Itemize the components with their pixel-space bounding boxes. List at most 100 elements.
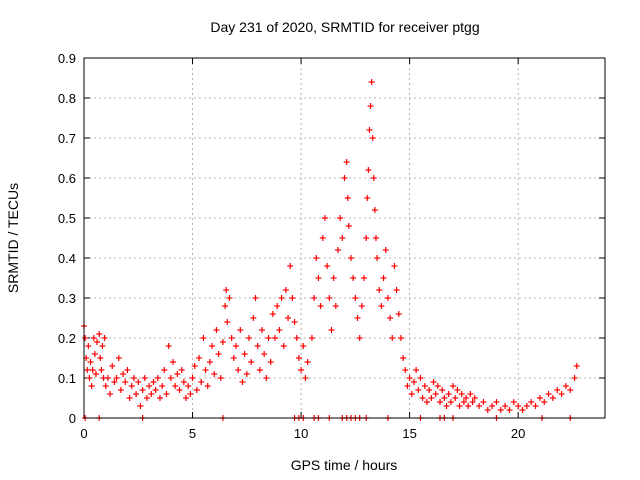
data-point — [434, 383, 441, 389]
data-point — [450, 383, 457, 389]
data-point — [337, 215, 344, 221]
data-point — [471, 395, 478, 401]
data-point — [311, 295, 318, 301]
data-point — [380, 275, 387, 281]
data-point — [532, 403, 539, 409]
data-point — [302, 375, 309, 381]
data-point — [343, 159, 350, 165]
data-point — [558, 391, 565, 397]
data-point — [549, 395, 556, 401]
data-point — [96, 331, 103, 337]
data-point — [235, 367, 242, 373]
data-point — [408, 391, 415, 397]
data-point — [376, 287, 383, 293]
data-point — [371, 207, 378, 213]
data-point — [413, 367, 420, 373]
data-point — [393, 287, 400, 293]
data-point — [363, 235, 370, 241]
grid — [84, 58, 605, 418]
plot-frame — [83, 57, 606, 419]
data-point — [163, 391, 170, 397]
data-point — [215, 351, 222, 357]
data-point — [445, 391, 452, 397]
data-point — [562, 383, 569, 389]
data-point — [97, 355, 104, 361]
data-point — [211, 371, 218, 377]
data-point — [241, 351, 248, 357]
data-point — [124, 367, 131, 373]
x-tick-label: 15 — [402, 426, 416, 441]
data-point — [334, 247, 341, 253]
data-point — [298, 367, 305, 373]
data-point — [441, 395, 448, 401]
data-point — [536, 395, 543, 401]
data-point — [374, 255, 381, 261]
data-point — [245, 335, 252, 341]
x-tick-label: 20 — [511, 426, 525, 441]
data-point — [426, 387, 433, 393]
data-point — [200, 335, 207, 341]
data-point — [154, 375, 161, 381]
data-point — [263, 375, 270, 381]
data-point — [352, 295, 359, 301]
y-tick-label: 0.6 — [58, 171, 76, 186]
data-point — [226, 295, 233, 301]
data-point — [567, 387, 574, 393]
y-axis: 0 0.1 0.2 0.3 0.4 0.5 0.6 0.7 0.8 0.9 — [58, 51, 605, 426]
data-point — [437, 399, 444, 405]
data-point — [571, 375, 578, 381]
data-point — [252, 295, 259, 301]
data-point — [515, 403, 522, 409]
y-tick-label: 0 — [69, 411, 76, 426]
data-point — [109, 363, 116, 369]
data-point — [143, 395, 150, 401]
data-point — [293, 335, 300, 341]
data-point — [384, 295, 391, 301]
data-point — [135, 379, 142, 385]
data-point — [259, 327, 266, 333]
data-point — [213, 327, 220, 333]
y-tick-label: 0.5 — [58, 211, 76, 226]
data-point — [130, 375, 137, 381]
data-point — [439, 387, 446, 393]
data-point — [107, 391, 114, 397]
data-point — [148, 391, 155, 397]
data-point — [364, 195, 371, 201]
y-tick-label: 0.1 — [58, 371, 76, 386]
data-point — [319, 235, 326, 241]
data-point — [502, 403, 509, 409]
data-point — [493, 399, 500, 405]
data-point — [295, 355, 302, 361]
data-point — [202, 367, 209, 373]
data-point — [389, 335, 396, 341]
data-point — [315, 275, 322, 281]
data-point — [115, 355, 122, 361]
data-point — [289, 295, 296, 301]
data-point — [480, 399, 487, 405]
data-point — [467, 391, 474, 397]
data-point — [402, 367, 409, 373]
data-point — [404, 383, 411, 389]
y-tick-label: 0.2 — [58, 331, 76, 346]
data-point — [128, 383, 135, 389]
data-point — [395, 311, 402, 317]
data-point — [172, 383, 179, 389]
data-point — [372, 235, 379, 241]
data-point — [280, 343, 287, 349]
data-point — [117, 387, 124, 393]
data-point — [370, 175, 377, 181]
data-point — [573, 363, 580, 369]
x-axis-label: GPS time / hours — [291, 457, 398, 473]
data-point — [170, 359, 177, 365]
data-point — [326, 295, 333, 301]
data-point — [191, 363, 198, 369]
series-srmtid — [81, 79, 580, 421]
data-point — [104, 375, 111, 381]
data-point — [282, 287, 289, 293]
data-point — [159, 383, 166, 389]
data-point — [254, 343, 261, 349]
data-point — [99, 343, 106, 349]
data-point — [224, 319, 231, 325]
data-point — [510, 399, 517, 405]
